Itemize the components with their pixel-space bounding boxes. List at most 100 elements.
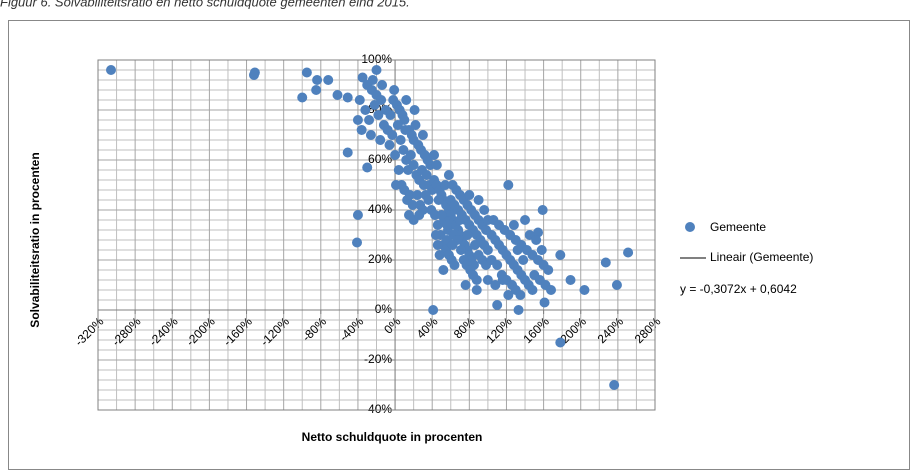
point: [417, 130, 428, 140]
point: [464, 190, 475, 200]
point: [297, 92, 308, 103]
point: [447, 240, 458, 250]
x-axis-title: Netto schuldquote in procenten: [302, 430, 483, 444]
y-tick-label: 0%: [375, 302, 393, 316]
point: [518, 255, 529, 265]
point: [365, 130, 376, 140]
point: [471, 285, 482, 295]
point: [440, 180, 451, 190]
point: [371, 65, 382, 75]
point: [390, 150, 401, 160]
point: [354, 95, 365, 105]
point: [503, 180, 514, 190]
point: [455, 215, 466, 225]
point: [105, 65, 116, 75]
point: [434, 250, 445, 260]
point: [398, 145, 409, 155]
point: [407, 200, 418, 210]
point: [408, 160, 419, 170]
point: [387, 130, 398, 140]
y-tick-label: 60%: [368, 152, 392, 166]
y-tick-label: 100%: [361, 52, 392, 66]
point: [536, 245, 547, 255]
chart-title: Figuur 6. Solvabiliteitsratio en netto s…: [0, 0, 410, 9]
legend-marker: [685, 222, 695, 232]
point: [462, 230, 473, 240]
point: [430, 230, 441, 240]
point: [360, 105, 371, 115]
point: [311, 85, 322, 95]
point: [527, 285, 538, 295]
point: [362, 162, 373, 173]
point: [543, 265, 554, 275]
point: [537, 205, 548, 215]
point: [389, 85, 400, 95]
y-tick-label: 20%: [368, 252, 392, 266]
y-tick-label: 40%: [368, 202, 392, 216]
point: [432, 240, 443, 250]
point: [405, 150, 416, 160]
point: [332, 90, 343, 100]
point: [429, 150, 440, 160]
plot-border: [97, 59, 656, 411]
point: [404, 190, 415, 200]
point: [342, 147, 353, 158]
chart-frame: [8, 20, 910, 470]
point: [442, 220, 453, 230]
point: [503, 290, 514, 300]
point: [390, 180, 401, 190]
point: [385, 110, 396, 120]
point: [393, 165, 404, 175]
y-tick-label: -20%: [364, 352, 392, 366]
point: [482, 245, 493, 255]
point: [342, 92, 353, 103]
point: [492, 300, 503, 310]
point: [579, 285, 590, 295]
point: [412, 190, 423, 200]
point: [356, 125, 367, 135]
point: [373, 110, 384, 120]
point: [520, 215, 531, 225]
point: [323, 75, 334, 85]
point: [539, 297, 550, 308]
point: [479, 205, 490, 215]
point: [471, 275, 482, 285]
point: [555, 250, 566, 260]
point: [600, 257, 611, 268]
point: [490, 280, 501, 290]
point: [438, 265, 449, 275]
y-tick-label: -40%: [364, 402, 392, 416]
point: [409, 105, 420, 115]
point: [431, 160, 442, 170]
point: [400, 125, 411, 135]
point: [414, 210, 425, 220]
point: [401, 95, 412, 105]
point: [460, 280, 471, 290]
point: [611, 280, 622, 290]
legend-label: Gemeente: [710, 220, 766, 234]
point: [447, 180, 458, 190]
point: [497, 275, 508, 285]
point: [492, 260, 503, 270]
point: [531, 235, 542, 245]
point: [436, 210, 447, 220]
point: [533, 227, 544, 238]
point: [469, 240, 480, 250]
point: [546, 285, 557, 295]
point: [482, 275, 493, 285]
point: [352, 115, 363, 125]
point: [508, 220, 519, 230]
legend-label: Lineair (Gemeente): [710, 250, 813, 264]
point: [369, 100, 380, 110]
point: [623, 247, 634, 258]
point: [455, 245, 466, 255]
point: [609, 380, 620, 390]
point: [421, 170, 432, 180]
point: [473, 195, 484, 205]
point: [352, 237, 363, 248]
point: [555, 337, 566, 348]
point: [512, 245, 523, 255]
trend-equation: y = -0,3072x + 0,6042: [680, 282, 797, 296]
